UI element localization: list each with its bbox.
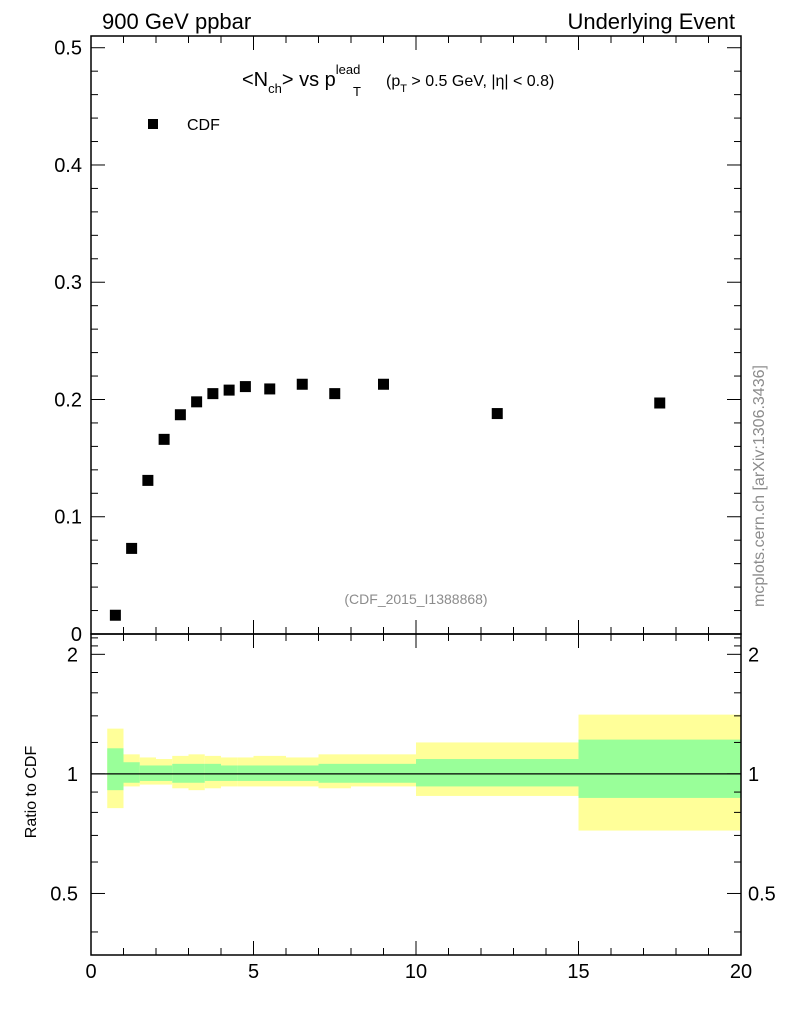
x-tick-label: 15 (567, 961, 589, 983)
x-tick-label: 5 (248, 961, 259, 983)
data-point (296, 378, 308, 390)
data-point (174, 409, 186, 421)
ratio-panel: 0.5 0.5 1 1 2 2 0 5 10 15 20 Ratio to CDF (23, 633, 776, 983)
x-tick-labels: 0 5 10 15 20 (85, 961, 752, 983)
main-y-tick-label: 0.5 (54, 38, 82, 60)
ratio-inner-band (318, 763, 351, 783)
main-panel: 00.10.20.30.40.5 <Nch> vs plead T(pT > 0.… (54, 35, 742, 646)
ratio-inner-band (253, 765, 286, 781)
watermark: (CDF_2015_I1388868) (344, 591, 487, 607)
main-y-tick-label: 0.2 (54, 389, 82, 411)
ratio-inner-band (139, 765, 156, 781)
ratio-inner-band (172, 763, 189, 783)
main-y-tick-label: 0.1 (54, 507, 82, 529)
data-point (126, 542, 138, 554)
data-points (109, 378, 666, 621)
title-p-sub: T (353, 84, 361, 99)
ratio-ticks (90, 634, 742, 955)
title-open: <N (242, 69, 268, 91)
ratio-inner-band (578, 739, 741, 798)
ratio-inner-band (156, 765, 173, 781)
ratio-y-tick-label-right: 1 (748, 764, 759, 786)
legend-marker (148, 119, 158, 129)
ratio-inner-band (237, 765, 254, 781)
data-point (239, 381, 251, 393)
ratio-inner-band (107, 748, 124, 791)
data-point (491, 408, 503, 420)
data-point (329, 388, 341, 400)
ratio-inner-band (221, 765, 238, 781)
main-y-tick-labels: 0 0.1 0.2 0.3 0.4 0.5 (54, 38, 82, 646)
ratio-inner-band (123, 762, 140, 783)
ratio-y-axis-label: Ratio to CDF (23, 746, 40, 839)
main-y-tick-label: 0.4 (54, 155, 82, 177)
title-cut-open: (p (386, 73, 400, 90)
ratio-inner-band (204, 763, 221, 781)
main-ticks (90, 36, 742, 635)
data-point (654, 397, 666, 409)
ratio-y-tick-label-left: 1 (67, 764, 78, 786)
data-point (191, 396, 203, 408)
header-right: Underlying Event (567, 9, 735, 34)
ratio-frame (90, 633, 742, 956)
data-point (109, 609, 121, 621)
ratio-y-tick-label-left: 0.5 (50, 883, 78, 905)
title-mid: > vs p (282, 69, 336, 91)
ratio-inner-band (286, 765, 319, 781)
data-point (158, 433, 170, 445)
ratio-y-tick-label-right: 0.5 (748, 883, 776, 905)
ratio-inner-band (351, 763, 416, 783)
data-point (264, 383, 276, 395)
ratio-bands (107, 714, 741, 831)
x-tick-label: 10 (405, 961, 427, 983)
ratio-y-tick-labels: 0.5 0.5 1 1 2 2 (50, 644, 776, 905)
data-point (378, 378, 389, 390)
ratio-y-tick-label-right: 2 (748, 644, 759, 666)
x-tick-label: 20 (730, 961, 752, 983)
title-cut-sub: T (400, 83, 407, 95)
title-cut-rest: > 0.5 GeV, |η| < 0.8) (407, 73, 554, 90)
data-point (142, 474, 154, 486)
data-point (223, 384, 235, 396)
data-point (207, 388, 219, 400)
main-y-tick-label: 0 (71, 624, 82, 646)
legend-label: CDF (187, 117, 220, 134)
x-tick-label: 0 (85, 961, 96, 983)
ratio-y-tick-label-left: 2 (67, 644, 78, 666)
ratio-inner-band (188, 763, 205, 783)
title-n-sub: ch (268, 81, 282, 96)
title-p-sup: lead (336, 62, 361, 77)
legend: CDF (148, 117, 220, 134)
side-label: mcplots.cern.ch [arXiv:1306.3436] (751, 365, 768, 607)
ratio-inner-band (416, 759, 579, 787)
plot-title: <Nch> vs plead T(pT > 0.5 GeV, |η| < 0.8) (242, 62, 554, 99)
header-left: 900 GeV ppbar (102, 9, 251, 34)
main-y-tick-label: 0.3 (54, 272, 82, 294)
